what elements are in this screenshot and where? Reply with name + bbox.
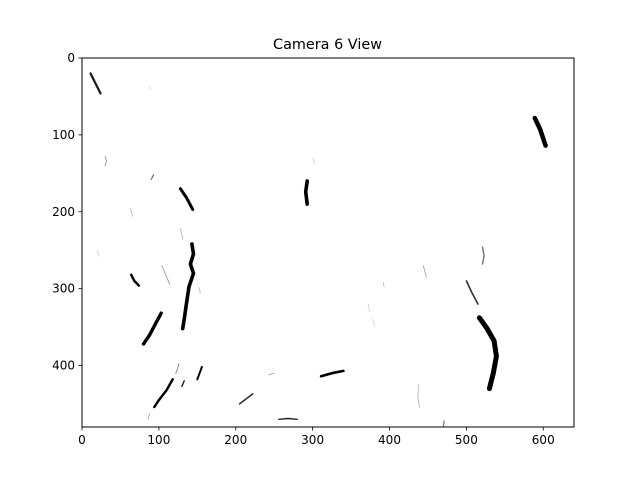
event-streak xyxy=(161,265,171,285)
event-image xyxy=(89,72,548,427)
chart-title: Camera 6 View xyxy=(273,37,382,53)
y-tick-label: 400 xyxy=(52,359,75,373)
x-tick-label: 300 xyxy=(301,433,324,447)
event-streak xyxy=(198,286,201,294)
event-streak xyxy=(367,303,370,313)
event-streak xyxy=(178,187,195,211)
x-tick-label: 500 xyxy=(455,433,478,447)
event-streak xyxy=(150,174,155,181)
y-axis-ticks: 0 100 200 300 400 xyxy=(52,51,82,373)
event-streak xyxy=(196,366,203,381)
event-streak xyxy=(181,380,185,387)
event-streak xyxy=(89,72,102,95)
y-tick-label: 200 xyxy=(52,205,75,219)
event-streak xyxy=(97,249,100,257)
event-streak xyxy=(149,85,151,91)
event-streak xyxy=(147,412,151,420)
x-tick-label: 0 xyxy=(78,433,86,447)
y-tick-label: 100 xyxy=(52,128,75,142)
image-area xyxy=(82,58,574,427)
y-tick-label: 0 xyxy=(67,51,75,65)
x-tick-label: 100 xyxy=(147,433,170,447)
event-streak xyxy=(476,315,499,392)
event-streak xyxy=(129,208,134,217)
event-streak xyxy=(153,378,174,409)
event-streak xyxy=(175,363,180,374)
x-tick-label: 400 xyxy=(378,433,401,447)
event-streak xyxy=(442,420,445,427)
event-streak xyxy=(180,242,196,331)
event-streak xyxy=(268,372,275,376)
axes-frame xyxy=(81,57,575,428)
event-streak xyxy=(179,228,184,240)
event-streak xyxy=(278,417,298,420)
event-streak xyxy=(383,282,385,288)
event-streak xyxy=(238,393,254,405)
event-streak xyxy=(319,369,345,378)
event-streak xyxy=(129,273,141,287)
event-streak xyxy=(372,319,376,328)
event-streak xyxy=(104,155,108,167)
event-streak xyxy=(422,265,427,278)
event-streak xyxy=(312,157,316,165)
event-streak xyxy=(303,179,310,206)
y-tick-label: 300 xyxy=(52,282,75,296)
event-streak xyxy=(417,384,420,409)
x-axis-ticks: 0 100 200 300 400 500 600 xyxy=(78,427,555,447)
x-tick-label: 200 xyxy=(224,433,247,447)
event-streak xyxy=(532,115,548,148)
event-streak xyxy=(141,311,163,346)
event-streak xyxy=(465,280,479,305)
event-streak xyxy=(481,246,485,265)
x-tick-label: 600 xyxy=(532,433,555,447)
